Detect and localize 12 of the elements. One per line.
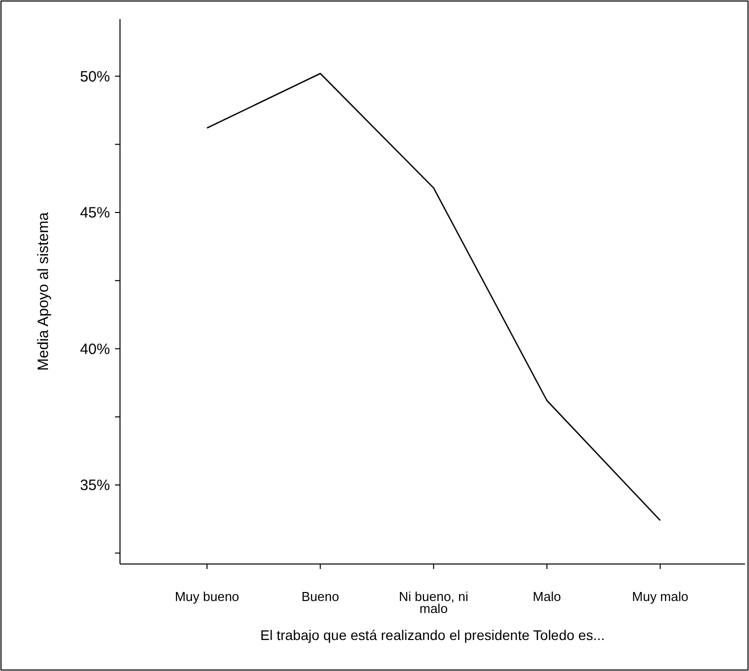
- y-tick-label: 40%: [80, 340, 110, 358]
- y-tick-label: 50%: [80, 68, 110, 86]
- line-series: [206, 72, 661, 522]
- x-axis-title: El trabajo que está realizando el presidente Toledo es...: [260, 627, 605, 643]
- y-axis-title: Media Apoyo al sistema: [35, 212, 52, 371]
- x-tick-label: Muy malo: [632, 589, 688, 604]
- x-tick-label: Ni bueno, ni malo: [398, 589, 468, 616]
- x-tick-label: Bueno: [302, 589, 340, 604]
- x-tick-label: Malo: [532, 589, 561, 604]
- y-tick-label: 35%: [80, 477, 110, 494]
- y-tick-label: 45%: [80, 204, 110, 222]
- x-tick-label: Muy bueno: [174, 589, 240, 604]
